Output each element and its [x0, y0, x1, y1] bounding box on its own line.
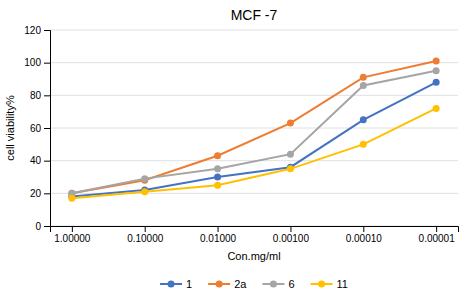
- marker: [214, 165, 221, 172]
- x-tick-mark: [72, 226, 73, 232]
- marker: [433, 79, 440, 86]
- legend-label: 1: [186, 278, 192, 290]
- marker: [433, 58, 440, 65]
- legend-marker: [168, 281, 175, 288]
- series-line: [72, 71, 436, 193]
- plot: 0 20 40 60 80 100 120 1.00000 0.10000 0.01000 0.00…: [24, 25, 458, 244]
- title: MCF -7: [231, 7, 278, 23]
- y-tick: 40: [30, 155, 50, 166]
- y-tick-mark: [44, 63, 50, 64]
- x-tick-label: 0.00001: [419, 233, 456, 244]
- x-axis: 1.00000 0.10000 0.01000 0.00100 0.00010 0.000…: [51, 226, 459, 244]
- y-tick-label: 120: [24, 25, 41, 36]
- grid: [50, 30, 458, 226]
- x-tick-label: 0.01000: [200, 233, 237, 244]
- marker: [433, 67, 440, 74]
- y-tick: 80: [30, 90, 50, 101]
- x-tick: 0.10000: [127, 226, 164, 244]
- series-line: [72, 61, 436, 193]
- y-tick-label: 0: [35, 221, 41, 232]
- y-tick-label: 60: [30, 123, 42, 134]
- marker: [214, 152, 221, 159]
- y-tick-label: 20: [30, 188, 42, 199]
- y-tick-label: 80: [30, 90, 42, 101]
- x-tick-mark: [218, 226, 219, 232]
- legend-label: 11: [337, 278, 348, 290]
- y-tick: 20: [30, 188, 50, 199]
- series-markers: [68, 105, 439, 202]
- marker: [360, 116, 367, 123]
- marker: [433, 105, 440, 112]
- x-axis-line: [51, 227, 459, 233]
- series-line: [72, 108, 436, 198]
- x-tick-mark: [145, 226, 146, 232]
- series-group: [68, 58, 439, 202]
- legend-marker: [318, 281, 325, 288]
- x-tick-mark: [363, 226, 364, 232]
- marker: [287, 120, 294, 127]
- x-tick-label: 0.00100: [273, 233, 310, 244]
- legend-label: 2a: [234, 278, 247, 290]
- marker: [287, 165, 294, 172]
- x-axis-title: Con.mg/ml: [227, 250, 280, 262]
- y-tick-mark: [44, 30, 50, 31]
- legend-marker: [270, 281, 277, 288]
- y-axis-title: cell viability%: [4, 95, 16, 161]
- x-tick: 1.00000: [54, 226, 91, 244]
- marker: [214, 182, 221, 189]
- legend-item: 1: [160, 278, 192, 290]
- y-tick-mark: [44, 226, 50, 227]
- series-markers: [68, 58, 439, 197]
- marker: [287, 151, 294, 158]
- grid-line: [50, 95, 458, 96]
- x-tick: 0.00001: [419, 226, 456, 244]
- marker: [141, 188, 148, 195]
- grid-line: [50, 30, 458, 31]
- y-tick-mark: [44, 95, 50, 96]
- x-tick-mark: [290, 226, 291, 232]
- y-tick-mark: [44, 128, 50, 129]
- x-tick-label: 0.10000: [127, 233, 164, 244]
- y-tick: 120: [24, 25, 50, 36]
- x-tick-label: 0.00010: [346, 233, 383, 244]
- y-axis-line: [44, 31, 51, 227]
- y-tick: 60: [30, 123, 50, 134]
- marker: [360, 141, 367, 148]
- y-tick-mark: [44, 193, 50, 194]
- legend: 1 2a 6 11: [160, 278, 348, 290]
- marker: [141, 175, 148, 182]
- x-tick: 0.01000: [200, 226, 237, 244]
- y-tick: 100: [24, 57, 50, 68]
- x-tick: 0.00010: [346, 226, 383, 244]
- marker: [360, 74, 367, 81]
- grid-line: [50, 62, 458, 63]
- marker: [214, 174, 221, 181]
- x-tick-label: 1.00000: [54, 233, 91, 244]
- x-tick: 0.00100: [273, 226, 310, 244]
- marker: [68, 195, 75, 202]
- chart: 0 20 40 60 80 100 120 1.00000 0.10000 0.01000 0.00…: [0, 0, 474, 298]
- marker: [360, 82, 367, 89]
- y-tick-mark: [44, 161, 50, 162]
- legend-label: 6: [288, 278, 294, 290]
- legend-item: 11: [311, 278, 348, 290]
- legend-item: 2a: [208, 278, 247, 290]
- legend-marker: [216, 281, 223, 288]
- y-tick-label: 100: [24, 57, 41, 68]
- legend-item: 6: [262, 278, 294, 290]
- y-axis: 0 20 40 60 80 100 120: [24, 25, 50, 232]
- y-tick: 0: [35, 221, 50, 232]
- x-tick-mark: [436, 226, 437, 232]
- y-tick-label: 40: [30, 155, 42, 166]
